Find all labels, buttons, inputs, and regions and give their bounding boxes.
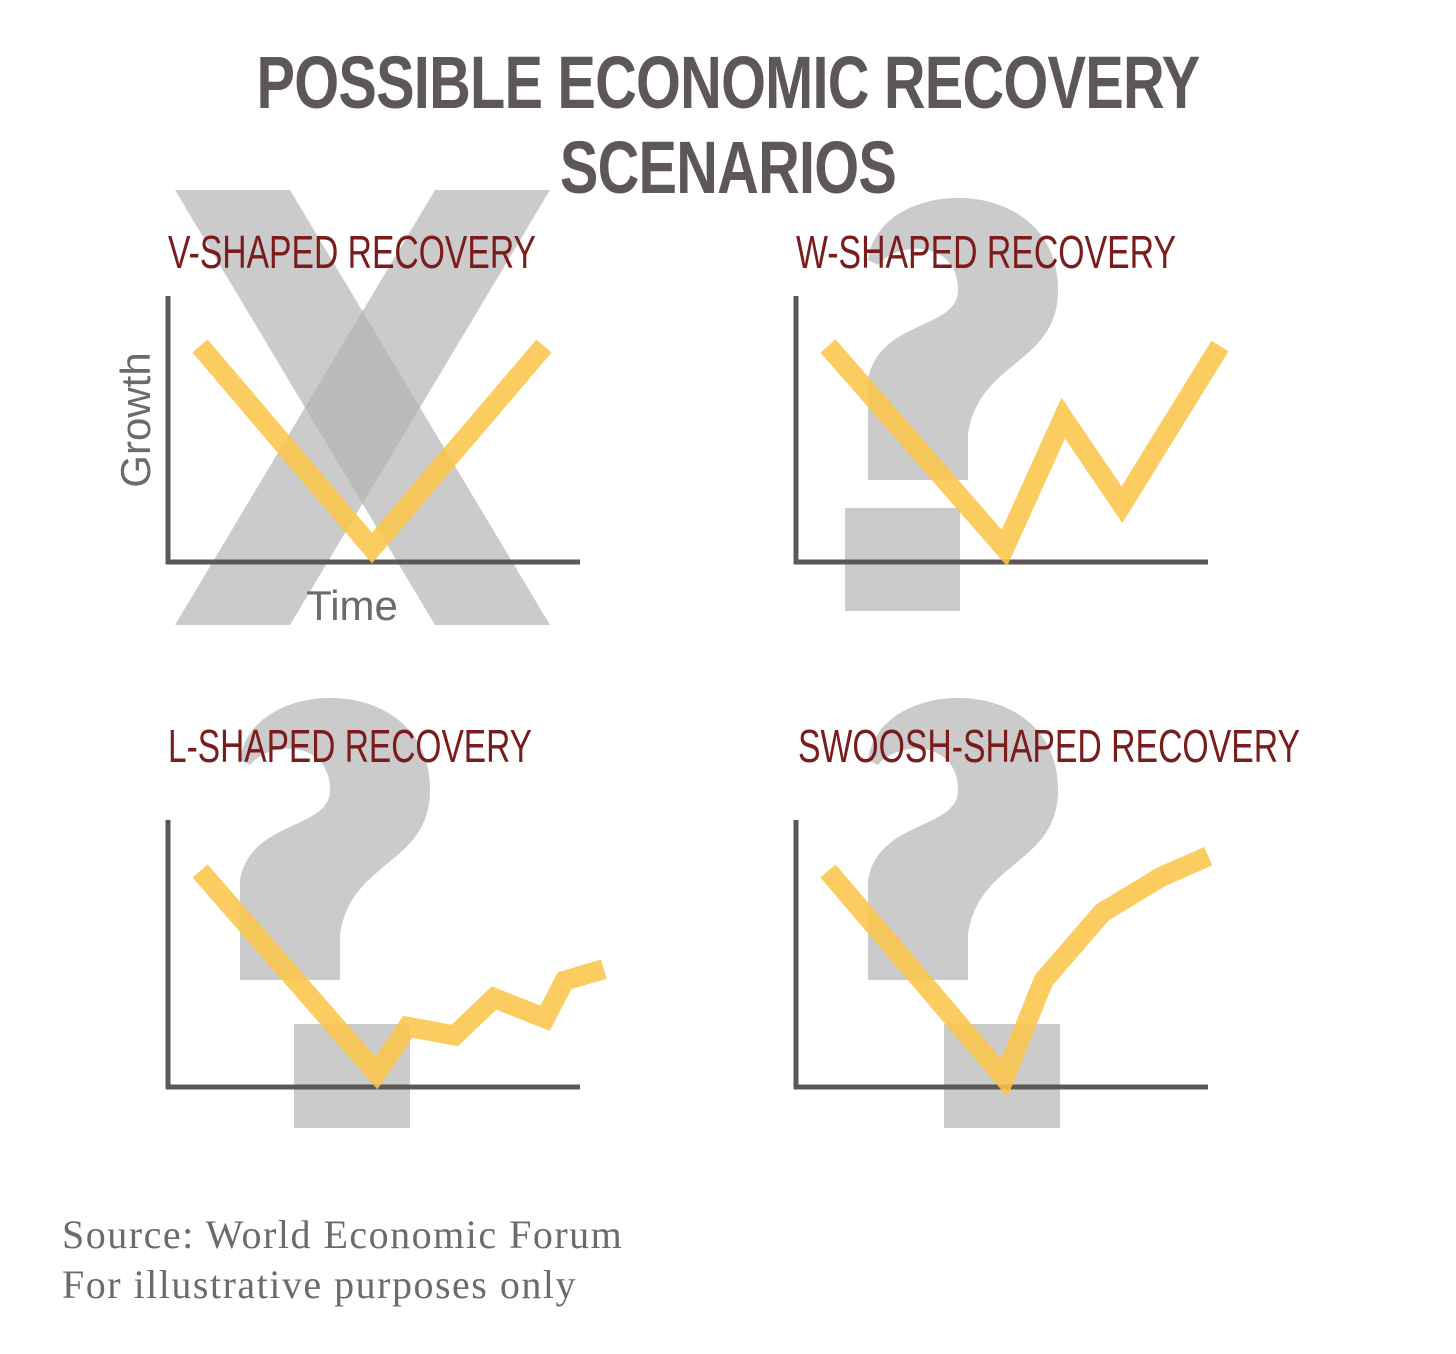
- chart-v-shaped: V-SHAPED RECOVERY Growth Time: [112, 190, 580, 629]
- swoosh-shaped-line: [820, 847, 1213, 1098]
- footer: Source: World Economic Forum For illustr…: [62, 1210, 623, 1310]
- panel-title: V-SHAPED RECOVERY: [168, 226, 536, 278]
- panel-w-shaped: W-SHAPED RECOVERY: [728, 180, 1348, 700]
- panel-title: W-SHAPED RECOVERY: [796, 226, 1176, 278]
- chart-axes: [165, 820, 580, 1090]
- panel-v-shaped: V-SHAPED RECOVERY Growth Time: [100, 180, 720, 700]
- chart-l-shaped: L-SHAPED RECOVERY: [165, 697, 607, 1128]
- source-note: Source: World Economic Forum: [62, 1212, 624, 1257]
- l-shaped-line: [192, 864, 607, 1090]
- v-shaped-line: [192, 339, 552, 564]
- page-title: POSSIBLE ECONOMIC RECOVERY SCENARIOS: [256, 41, 1201, 209]
- chart-w-shaped: W-SHAPED RECOVERY: [793, 197, 1229, 611]
- panel-swoosh-shaped: SWOOSH-SHAPED RECOVERY: [728, 680, 1348, 1200]
- chart-axes: [793, 296, 1208, 565]
- x-axis-label: Time: [306, 582, 398, 629]
- panel-l-shaped: L-SHAPED RECOVERY: [100, 680, 720, 1200]
- panel-title: L-SHAPED RECOVERY: [168, 720, 532, 772]
- panel-title: SWOOSH-SHAPED RECOVERY: [798, 720, 1300, 772]
- disclaimer-note: For illustrative purposes only: [62, 1262, 577, 1307]
- chart-swoosh-shaped: SWOOSH-SHAPED RECOVERY: [793, 697, 1300, 1128]
- x-mark-icon: [175, 190, 550, 625]
- w-shaped-line: [820, 339, 1229, 567]
- y-axis-label: Growth: [112, 352, 159, 487]
